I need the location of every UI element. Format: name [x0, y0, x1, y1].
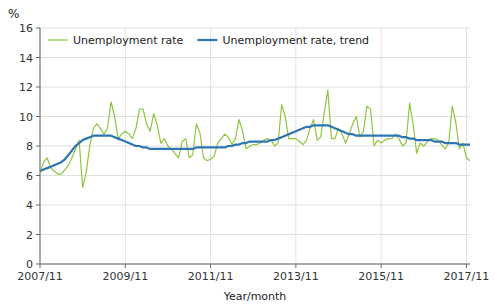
x-grid-line: [125, 28, 126, 264]
y-tick: [36, 28, 40, 29]
y-tick: [36, 175, 40, 176]
legend-label: Unemployment rate, trend: [222, 34, 369, 47]
x-grid-line: [210, 28, 211, 264]
y-tick-label: 14: [19, 52, 33, 65]
x-tick-label: 2013/11: [273, 270, 319, 283]
axes: 02468101214162007/112009/112011/112013/1…: [17, 22, 489, 283]
series-line: [40, 90, 470, 187]
y-tick: [36, 205, 40, 206]
x-tick-label: 2007/11: [17, 270, 63, 283]
legend-swatch: [197, 39, 217, 41]
legend-label: Unemployment rate: [73, 34, 184, 47]
y-grid-line: [40, 264, 470, 265]
legend-item: Unemployment rate, trend: [197, 34, 369, 47]
y-tick-label: 12: [19, 81, 33, 94]
y-tick: [36, 146, 40, 147]
series-line: [40, 125, 470, 171]
x-axis-line: [40, 264, 470, 265]
x-tick: [381, 264, 382, 268]
y-axis-label: %: [8, 7, 19, 21]
chart: 02468101214162007/112009/112011/112013/1…: [0, 0, 495, 306]
y-tick: [36, 264, 40, 265]
x-tick: [125, 264, 126, 268]
x-grid-line: [466, 28, 467, 264]
y-grid-line: [40, 205, 470, 206]
y-grid-line: [40, 175, 470, 176]
y-grid-line: [40, 57, 470, 58]
y-tick-label: 6: [26, 170, 33, 183]
y-grid-line: [40, 234, 470, 235]
x-axis-label: Year/month: [223, 290, 287, 303]
y-grid-line: [40, 116, 470, 117]
y-grid-line: [40, 87, 470, 88]
y-grid-line: [40, 146, 470, 147]
x-tick: [295, 264, 296, 268]
y-tick-label: 16: [19, 22, 33, 35]
grid: [40, 28, 470, 264]
lines: [40, 90, 470, 187]
x-tick-label: 2017/11: [444, 270, 490, 283]
y-tick-label: 2: [26, 229, 33, 242]
legend: Unemployment rate Unemployment rate, tren…: [48, 34, 369, 47]
y-tick: [36, 57, 40, 58]
y-tick: [36, 87, 40, 88]
y-grid-line: [40, 28, 470, 29]
y-tick-label: 10: [19, 111, 33, 124]
x-grid-line: [381, 28, 382, 264]
x-tick-label: 2009/11: [102, 270, 148, 283]
y-tick-label: 4: [26, 199, 33, 212]
x-tick: [466, 264, 467, 268]
y-tick: [36, 234, 40, 235]
y-tick: [36, 116, 40, 117]
x-grid-line: [40, 28, 41, 264]
legend-swatch: [48, 39, 68, 40]
x-tick-label: 2015/11: [358, 270, 404, 283]
y-axis-line: [40, 28, 41, 264]
x-tick-label: 2011/11: [188, 270, 234, 283]
x-tick: [210, 264, 211, 268]
legend-item: Unemployment rate: [48, 34, 184, 47]
x-grid-line: [295, 28, 296, 264]
x-tick: [40, 264, 41, 268]
y-tick-label: 8: [26, 140, 33, 153]
